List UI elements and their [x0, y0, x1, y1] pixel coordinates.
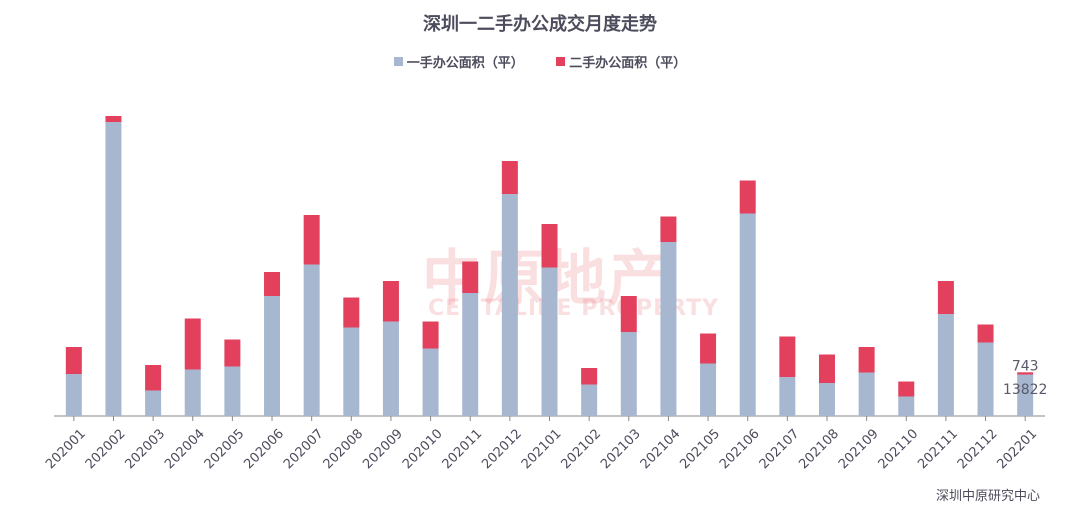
x-tick-label-202001: 202001: [43, 426, 89, 472]
x-tick-label-202106: 202106: [717, 426, 763, 472]
bar-series2-202002[interactable]: [105, 116, 122, 122]
bar-series2-202105[interactable]: [700, 333, 717, 364]
x-tick-label-202006: 202006: [241, 426, 287, 472]
bar-series2-202109[interactable]: [858, 347, 875, 373]
bar-series2-202102[interactable]: [581, 368, 598, 385]
legend-label-series1: 一手办公面积（平）: [406, 56, 524, 71]
x-tick-label-202009: 202009: [360, 426, 406, 472]
bar-series1-202107[interactable]: [779, 377, 796, 416]
bar-series2-202107[interactable]: [779, 336, 796, 378]
bar-series1-202002[interactable]: [105, 122, 122, 416]
x-tick-label-202103: 202103: [598, 426, 644, 472]
chart-title: 深圳一二手办公成交月度走势: [423, 14, 657, 35]
bar-series2-202112[interactable]: [977, 324, 994, 343]
x-tick-label-202105: 202105: [677, 426, 723, 472]
bar-series1-202103[interactable]: [620, 332, 637, 416]
x-tick-label-202101: 202101: [519, 426, 565, 472]
data-label-series2-202201: 743: [1012, 358, 1039, 374]
x-tick-label-202002: 202002: [83, 426, 129, 472]
bar-series2-202001[interactable]: [65, 347, 82, 374]
x-tick-label-202108: 202108: [796, 426, 842, 472]
bar-series1-202011[interactable]: [462, 293, 479, 416]
bar-series2-202008[interactable]: [343, 297, 360, 328]
bar-series2-202011[interactable]: [462, 261, 479, 294]
bar-series1-202109[interactable]: [858, 372, 875, 417]
x-tick-label-202012: 202012: [479, 426, 525, 472]
legend: 一手办公面积（平） 二手办公面积（平）: [0, 52, 1080, 71]
legend-swatch-series2: [556, 57, 566, 66]
bar-series1-202012[interactable]: [501, 194, 518, 416]
bar-series2-202012[interactable]: [501, 161, 518, 194]
bar-series1-202001[interactable]: [65, 374, 82, 416]
bar-series1-202005[interactable]: [224, 366, 241, 417]
bar-series1-202104[interactable]: [660, 242, 677, 416]
bar-series1-202110[interactable]: [898, 396, 915, 417]
bar-series1-202112[interactable]: [977, 342, 994, 417]
bar-series1-202007[interactable]: [303, 264, 320, 417]
bar-series2-202108[interactable]: [818, 354, 835, 384]
bar-series2-202111[interactable]: [937, 281, 954, 314]
x-tick-label-202003: 202003: [122, 426, 168, 472]
bar-series2-202004[interactable]: [184, 318, 201, 370]
bar-series2-202110[interactable]: [898, 381, 915, 397]
bar-series1-202006[interactable]: [264, 296, 281, 416]
legend-item-series1[interactable]: 一手办公面积（平）: [393, 52, 524, 71]
x-tick-label-202010: 202010: [400, 426, 446, 472]
x-tick-label-202008: 202008: [321, 426, 367, 472]
bar-series1-202102[interactable]: [581, 384, 598, 417]
x-tick-label-202005: 202005: [202, 426, 248, 472]
bar-series1-202009[interactable]: [382, 321, 399, 417]
legend-item-series2[interactable]: 二手办公面积（平）: [556, 52, 686, 71]
x-tick-label-202102: 202102: [558, 426, 604, 472]
bar-series1-202111[interactable]: [937, 314, 954, 416]
x-tick-label-202109: 202109: [836, 426, 882, 472]
bar-series2-202106[interactable]: [739, 180, 756, 214]
bar-series1-202101[interactable]: [541, 267, 558, 417]
bar-series2-202104[interactable]: [660, 216, 677, 243]
bar-series2-202010[interactable]: [422, 321, 439, 349]
bar-series2-202007[interactable]: [303, 215, 320, 265]
x-tick-label-202004: 202004: [162, 426, 208, 472]
bar-series1-202003[interactable]: [145, 390, 162, 417]
x-tick-label-202112: 202112: [955, 426, 1001, 472]
x-tick-label-202107: 202107: [757, 426, 803, 472]
bar-series2-202003[interactable]: [145, 365, 162, 391]
x-tick-label-202011: 202011: [440, 426, 486, 472]
x-tick-label-202111: 202111: [915, 426, 961, 472]
bar-series1-202106[interactable]: [739, 213, 756, 417]
source-note: 深圳中原研究中心: [935, 489, 1040, 504]
x-tick-label-202110: 202110: [876, 426, 922, 472]
bar-series1-202108[interactable]: [818, 383, 835, 416]
bar-series1-202004[interactable]: [184, 369, 201, 417]
legend-label-series2: 二手办公面积（平）: [569, 56, 687, 71]
bar-series1-202201[interactable]: [1017, 374, 1034, 416]
bar-series2-202009[interactable]: [382, 281, 399, 322]
bar-series2-202101[interactable]: [541, 224, 558, 268]
x-tick-label-202104: 202104: [638, 426, 684, 472]
bar-series1-202105[interactable]: [700, 363, 717, 417]
x-tick-label-202201: 202201: [995, 426, 1041, 472]
bar-series2-202103[interactable]: [620, 296, 637, 332]
x-tick-label-202007: 202007: [281, 426, 327, 472]
bar-series2-202201[interactable]: [1017, 372, 1034, 375]
bar-series1-202008[interactable]: [343, 327, 360, 417]
legend-swatch-series1: [393, 57, 403, 66]
bar-series2-202006[interactable]: [264, 272, 281, 296]
data-label-series1-202201: 13822: [1003, 382, 1048, 398]
bar-series2-202005[interactable]: [224, 339, 241, 367]
bar-series1-202010[interactable]: [422, 348, 439, 417]
